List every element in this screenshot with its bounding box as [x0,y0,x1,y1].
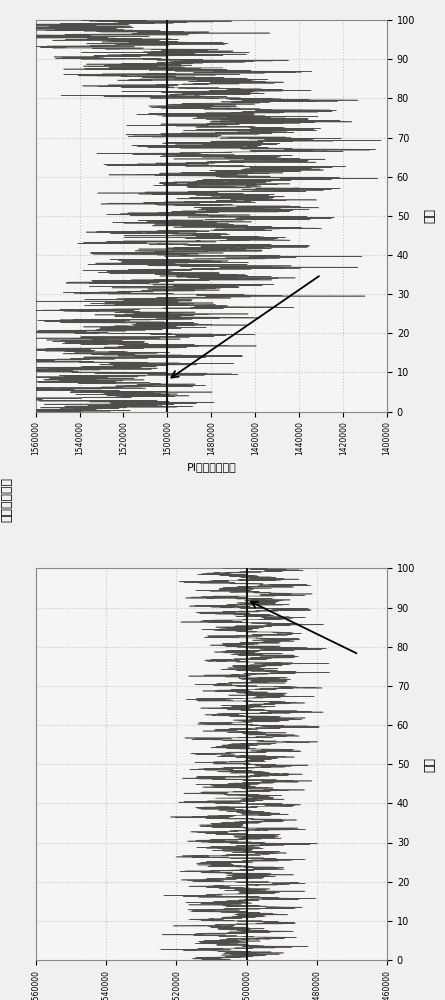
X-axis label: PI控制输出功率: PI控制输出功率 [186,462,236,472]
Text: 额定输出功率: 额定输出功率 [0,478,13,522]
Y-axis label: 时间: 时间 [424,757,437,772]
Y-axis label: 时间: 时间 [424,208,437,223]
